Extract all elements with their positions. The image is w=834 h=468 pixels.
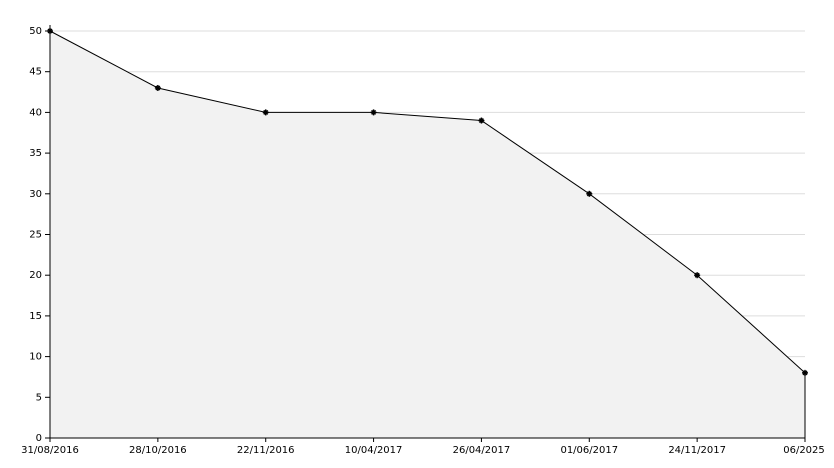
- y-tick-label: 15: [29, 311, 42, 322]
- y-tick-label: 5: [36, 392, 42, 403]
- point: [694, 272, 701, 279]
- y-tick-label: 30: [29, 189, 42, 200]
- y-tick-label: 35: [29, 148, 42, 159]
- point: [370, 109, 377, 116]
- x-tick-label: 31/08/2016: [21, 445, 79, 456]
- x-tick-label: 06/2025: [783, 445, 825, 456]
- x-tick-label: 24/11/2017: [668, 445, 726, 456]
- y-tick-label: 45: [29, 67, 42, 78]
- y-tick-label: 25: [29, 230, 42, 241]
- area: [50, 31, 805, 438]
- x-tick-label: 01/06/2017: [560, 445, 618, 456]
- point: [154, 84, 161, 91]
- y-tick-label: 10: [29, 352, 42, 363]
- line: [49, 30, 806, 374]
- point: [586, 190, 593, 197]
- x-tick-label: 10/04/2017: [345, 445, 403, 456]
- point: [262, 109, 269, 116]
- point: [478, 117, 485, 124]
- y-tick-label: 0: [36, 433, 42, 444]
- x-tick-label: 22/11/2016: [237, 445, 295, 456]
- x-tick-label: 26/04/2017: [453, 445, 511, 456]
- y-tick-label: 20: [29, 270, 42, 281]
- y-tick-label: 40: [29, 107, 42, 118]
- x-tick-label: 28/10/2016: [129, 445, 187, 456]
- y-tick-label: 50: [29, 26, 42, 37]
